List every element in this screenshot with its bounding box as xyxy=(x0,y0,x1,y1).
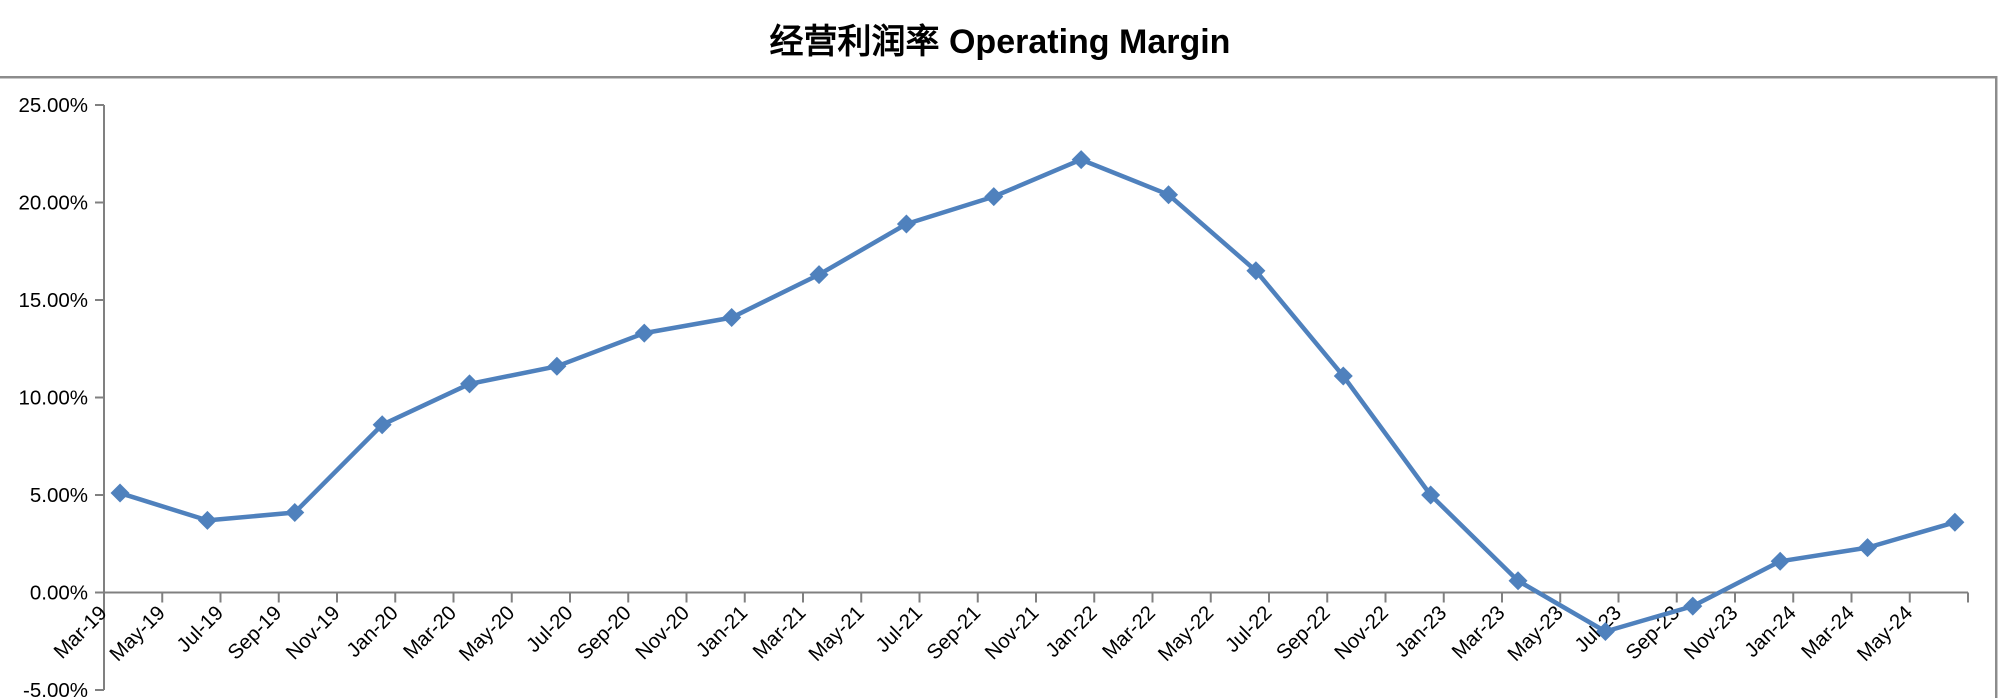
x-tick-label: Nov-21 xyxy=(981,601,1044,664)
x-tick-label: May-22 xyxy=(1154,601,1219,666)
x-tick-label: Mar-22 xyxy=(1098,601,1160,663)
data-point-marker xyxy=(809,265,829,285)
data-point-marker xyxy=(110,483,130,503)
data-point-marker xyxy=(197,510,217,530)
data-point-marker xyxy=(1333,366,1353,386)
x-tick-label: Jul-21 xyxy=(871,601,927,657)
x-tick-label: Jan-21 xyxy=(692,601,753,662)
x-tick-label: Mar-23 xyxy=(1447,601,1509,663)
x-tick-label: Jul-22 xyxy=(1221,601,1277,657)
data-point-marker xyxy=(1159,185,1179,205)
x-tick-label: Sep-22 xyxy=(1272,601,1335,664)
data-point-marker xyxy=(547,356,567,376)
y-tick-label: 25.00% xyxy=(18,94,88,117)
data-point-marker xyxy=(372,415,392,435)
x-tick-label: May-21 xyxy=(804,601,869,666)
y-tick-label: 0.00% xyxy=(30,582,88,605)
x-tick-label: Jul-19 xyxy=(172,601,228,657)
y-tick-label: 10.00% xyxy=(18,387,88,410)
x-tick-label: Jan-24 xyxy=(1740,601,1801,662)
y-tick-label: 15.00% xyxy=(18,289,88,312)
data-point-marker xyxy=(1683,596,1703,616)
x-tick-label: Mar-20 xyxy=(399,601,461,663)
series-line xyxy=(117,157,1958,634)
data-point-marker xyxy=(1421,485,1441,505)
x-tick-label: Jan-23 xyxy=(1391,601,1452,662)
x-tick-label: Nov-19 xyxy=(282,601,345,664)
data-point-marker xyxy=(285,503,305,523)
data-point-marker xyxy=(722,308,742,328)
data-point-marker xyxy=(634,323,654,343)
x-tick-label: Sep-21 xyxy=(922,601,985,664)
x-tick-label: Jan-20 xyxy=(342,601,403,662)
x-tick-label: May-23 xyxy=(1503,601,1568,666)
x-tick-label: Sep-20 xyxy=(573,601,636,664)
x-tick-label: Nov-22 xyxy=(1330,601,1393,664)
y-tick-label: -5.00% xyxy=(23,679,88,698)
data-point-marker xyxy=(1945,512,1965,532)
data-point-marker xyxy=(1858,538,1878,558)
chart-right-border xyxy=(1995,76,1998,698)
title-separator-line xyxy=(0,76,1998,79)
data-point-marker xyxy=(1246,261,1266,281)
x-tick-label: Mar-19 xyxy=(49,601,111,663)
chart-title: 经营利润率 Operating Margin xyxy=(769,22,1231,61)
data-point-marker xyxy=(1770,551,1790,571)
x-tick-label: Jan-22 xyxy=(1041,601,1102,662)
x-tick-label: Mar-21 xyxy=(748,601,810,663)
y-tick-label: 5.00% xyxy=(30,484,88,507)
x-tick-label: Nov-20 xyxy=(631,601,694,664)
x-tick-label: Jul-20 xyxy=(522,601,578,657)
x-tick-label: Mar-24 xyxy=(1797,601,1859,663)
data-point-marker xyxy=(896,214,916,234)
data-point-marker xyxy=(984,187,1004,207)
data-point-marker xyxy=(1595,622,1615,641)
x-tick-label: May-20 xyxy=(455,601,520,666)
data-point-marker xyxy=(460,374,480,394)
x-tick-label: May-24 xyxy=(1853,601,1918,666)
data-point-marker xyxy=(1071,150,1091,170)
y-tick-label: 20.00% xyxy=(18,192,88,215)
x-tick-label: May-19 xyxy=(105,601,170,666)
x-tick-label: Sep-19 xyxy=(223,601,286,664)
data-point-marker xyxy=(1508,571,1528,591)
